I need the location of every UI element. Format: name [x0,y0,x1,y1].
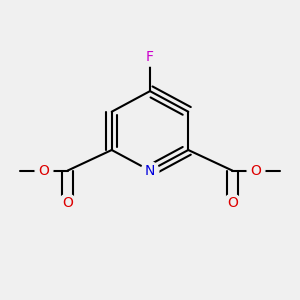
Circle shape [141,48,159,66]
Text: O: O [227,196,238,210]
Circle shape [224,194,241,212]
Text: F: F [146,50,154,64]
Text: O: O [250,164,261,178]
Circle shape [247,162,265,179]
Text: O: O [39,164,50,178]
Circle shape [35,162,53,179]
Text: N: N [145,164,155,178]
Text: O: O [62,196,73,210]
Circle shape [59,194,76,212]
Circle shape [141,162,159,179]
